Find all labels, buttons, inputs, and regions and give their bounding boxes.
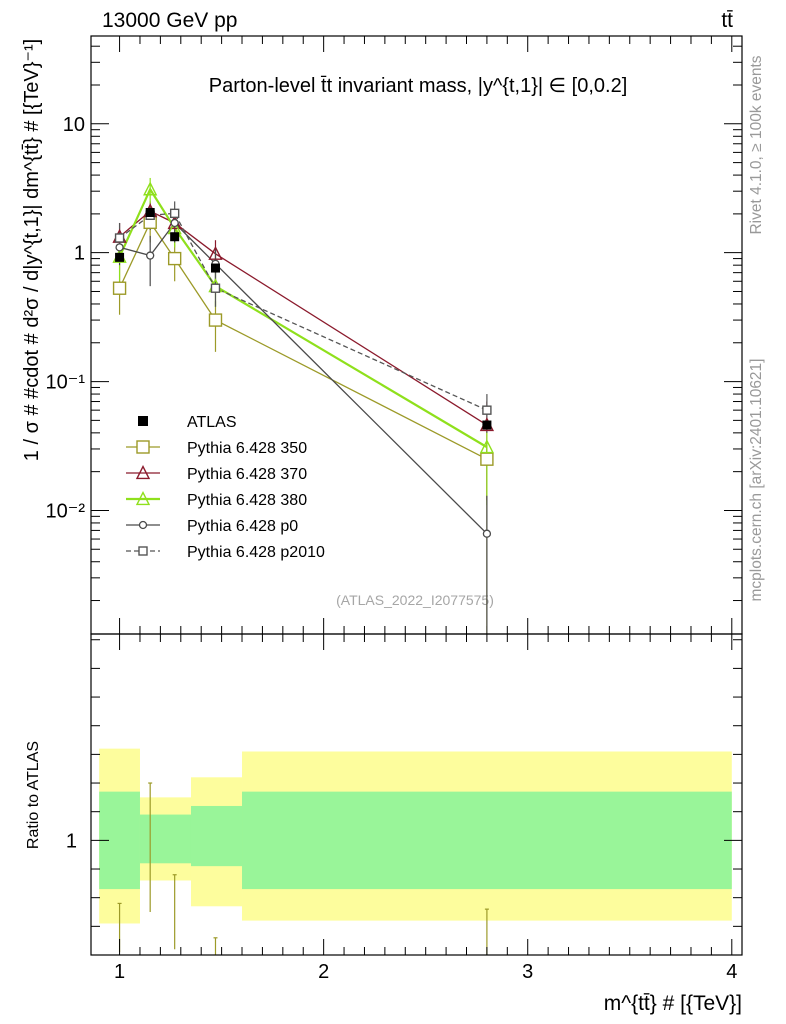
data-marker: [482, 405, 492, 415]
x-axis-label: m^{tt̄} # [{TeV}]: [604, 992, 742, 1015]
chart-title: Parton-level t̄t invariant mass, |y^{t,1…: [209, 75, 628, 97]
data-marker: [208, 245, 223, 260]
main-plot: 10⁻² 10⁻¹ 1 10 Parton-level t̄t invariant ma…: [21, 35, 743, 635]
x-tick-label: 4: [726, 961, 737, 983]
ratio-frame: [90, 633, 743, 956]
x-tick-label: 1: [114, 961, 125, 983]
legend-label: ATLAS: [187, 414, 237, 431]
ratio-band-inner: [190, 805, 243, 867]
x-tick-label: 3: [522, 961, 533, 983]
header-energy: 13000 GeV pp: [102, 9, 237, 32]
ratio-plot: 1 1 2 3 4 Ratio to ATLAS m^{tt̄} # [{TeV}]: [25, 633, 743, 1015]
x-tick-label: 2: [318, 961, 329, 983]
ratio-band-inner: [139, 814, 191, 864]
data-marker: [115, 252, 125, 262]
y-tick-label: 10⁻²: [46, 500, 86, 522]
y-axis-label: 1 / σ # #cdot # d²σ / d|y^{t,1}| dm^{tt̄…: [21, 39, 43, 461]
ratio-band-inner: [242, 791, 732, 890]
legend-label: Pythia 6.428 380: [187, 492, 307, 509]
ratio-y-axis-label: Ratio to ATLAS: [25, 741, 42, 849]
data-marker: [146, 251, 155, 260]
legend-label: Pythia 6.428 p2010: [187, 544, 325, 561]
legend-label: Pythia 6.428 p0: [187, 518, 298, 535]
data-marker: [167, 251, 182, 266]
data-marker: [135, 491, 151, 506]
data-marker: [114, 233, 125, 243]
data-marker: [169, 208, 180, 219]
data-marker: [138, 546, 148, 556]
data-marker: [482, 420, 492, 430]
mcplots-label: mcplots.cern.ch [arXiv:2401.10621]: [748, 359, 765, 602]
data-marker: [138, 416, 148, 426]
data-marker: [210, 283, 221, 293]
data-marker: [482, 529, 492, 538]
data-marker: [135, 465, 151, 480]
data-marker: [136, 440, 150, 454]
watermark: (ATLAS_2022_I2077575): [336, 592, 494, 608]
legend-label: Pythia 6.428 350: [187, 440, 307, 457]
data-marker: [480, 452, 494, 466]
header-process: tt̄: [721, 9, 733, 32]
data-marker: [112, 281, 127, 295]
data-marker: [170, 218, 179, 228]
series-line: [119, 212, 488, 411]
data-marker: [479, 439, 495, 454]
data-marker: [143, 181, 158, 196]
ratio-y-tick-label: 1: [66, 830, 77, 852]
data-marker: [115, 243, 124, 252]
data-marker: [145, 208, 155, 218]
data-marker: [138, 520, 148, 530]
data-marker: [208, 313, 223, 327]
y-tick-label: 10: [63, 114, 85, 136]
data-marker: [210, 263, 220, 273]
y-tick-label: 10⁻¹: [46, 372, 86, 394]
legend-label: Pythia 6.428 370: [187, 466, 307, 483]
rivet-label: Rivet 4.1.0, ≥ 100k events: [748, 55, 765, 234]
data-marker: [170, 232, 180, 242]
y-tick-label: 1: [74, 243, 85, 265]
